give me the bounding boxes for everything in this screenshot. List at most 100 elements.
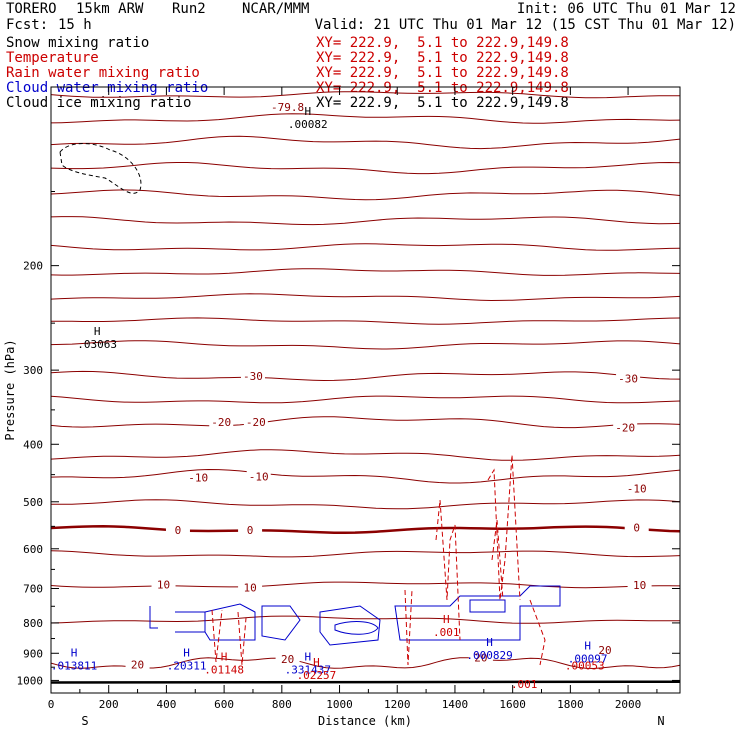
- snow-mixing-contour: [59, 143, 142, 194]
- temperature-contour: [50, 135, 681, 150]
- x-tick-label: 1000: [326, 698, 353, 711]
- cloud-water-contour: [334, 621, 379, 635]
- x-axis-label: Distance (km): [318, 714, 412, 728]
- temperature-label: 20: [281, 653, 294, 666]
- rain-water-contour: [211, 609, 223, 663]
- temperature-contour-low: [50, 657, 681, 670]
- cloud-water-contour: [394, 585, 561, 641]
- temperature-label-bg: [592, 643, 617, 656]
- extremum-mark: H: [584, 640, 591, 653]
- rain-water-contour: [435, 499, 461, 641]
- y-axis-label: Pressure (hPa): [3, 339, 17, 440]
- temperature-contour: [50, 268, 681, 276]
- legend-rain-name: Rain water mixing ratio: [6, 65, 200, 81]
- x-tick-label: 1200: [384, 698, 411, 711]
- x-tick-label: 1400: [442, 698, 469, 711]
- legend-rain-xy: XY= 222.9, 5.1 to 222.9,149.8: [316, 65, 569, 81]
- temperature-label-bg: [238, 524, 263, 537]
- legend-cloud-ice-xy: XY= 222.9, 5.1 to 222.9,149.8: [316, 95, 569, 111]
- temperature-label: 0: [175, 524, 182, 537]
- extremum-value: .00053: [565, 659, 605, 672]
- temperature-label-bg: [275, 652, 300, 665]
- temperature-label-bg: [627, 578, 652, 591]
- legend-cloud-water-name: Cloud water mixing ratio: [6, 80, 209, 96]
- valid-time: Valid: 21 UTC Thu 01 Mar 12 (15 CST Thu …: [314, 17, 736, 33]
- temperature-label: 10: [633, 579, 646, 592]
- temperature-contour: [50, 615, 681, 624]
- temperature-label: -10: [188, 471, 208, 484]
- legend-cloud-ice-name: Cloud ice mixing ratio: [6, 95, 192, 111]
- x-tick-label: 0: [48, 698, 55, 711]
- extremum-value: .001: [511, 678, 538, 691]
- rain-water-contour: [491, 519, 504, 601]
- endpoint-north: N: [657, 714, 664, 728]
- extremum-mark: H: [221, 651, 228, 664]
- model-resolution: 15km ARW: [76, 1, 144, 17]
- legend-snow-name: Snow mixing ratio: [6, 35, 150, 51]
- temperature-contour: [50, 243, 681, 251]
- temperature-contour: [50, 189, 681, 201]
- plot-frame: [50, 86, 681, 694]
- temperature-label-bg: [613, 421, 638, 434]
- extremum-value: .02257: [297, 669, 337, 682]
- temperature-label-bg: [243, 416, 268, 429]
- temperature-contour: [51, 317, 681, 325]
- cloud-water-contour: [204, 603, 256, 641]
- x-tick-label: 1600: [499, 698, 526, 711]
- temperature-label: -10: [627, 483, 647, 496]
- temperature-label: -20: [211, 416, 231, 429]
- temperature-label: -20: [246, 416, 266, 429]
- cloud-water-contour: [261, 605, 301, 641]
- temperature-label-bg: [186, 471, 211, 484]
- extremum-mark: H: [94, 325, 101, 338]
- extremum-value: .000829: [466, 649, 512, 662]
- cloud-water-contour: [149, 606, 206, 633]
- legend-temperature-xy: XY= 222.9, 5.1 to 222.9,149.8: [316, 50, 569, 66]
- y-tick-label: 400: [23, 438, 43, 451]
- temperature-label: -10: [249, 470, 269, 483]
- temperature-label-bg: [125, 658, 150, 671]
- temperature-contour: [50, 113, 681, 124]
- temperature-label: -30: [243, 370, 263, 383]
- temperature-label-bg: [151, 578, 176, 591]
- temperature-contour: [50, 581, 681, 589]
- x-tick-label: 600: [214, 698, 234, 711]
- temperature-label-bg: [275, 100, 300, 113]
- y-tick-label: 300: [23, 364, 43, 377]
- temperature-contour: [50, 395, 681, 404]
- extremum-value: .331437: [285, 664, 331, 677]
- temperature-label-bg: [238, 581, 263, 594]
- contour-layer: [50, 91, 681, 684]
- extremum-value: .001: [433, 626, 460, 639]
- y-tick-label: 200: [23, 260, 43, 273]
- extremum-value: .00082: [288, 118, 328, 131]
- temperature-label: -20: [615, 422, 635, 435]
- temperature-label: 20: [598, 644, 611, 657]
- y-tick-label: 600: [23, 543, 43, 556]
- temperature-label: -79.8: [271, 101, 304, 114]
- extremum-value: .01148: [204, 664, 244, 677]
- temperature-contour: [50, 370, 681, 382]
- temperature-label-bg: [468, 651, 493, 664]
- temperature-label-bg: [165, 524, 190, 537]
- temperature-label-bg: [246, 470, 271, 483]
- temperature-label: 20: [131, 658, 144, 671]
- model-org: NCAR/MMM: [242, 1, 310, 17]
- temperature-label-bg: [624, 482, 649, 495]
- y-tick-label: 500: [23, 496, 43, 509]
- y-tick-label: 1000: [17, 674, 44, 687]
- extremum-value: .03063: [77, 338, 117, 351]
- temperature-label-bg: [616, 372, 641, 385]
- y-tick-label: 800: [23, 617, 43, 630]
- temperature-label-bg: [209, 416, 234, 429]
- init-time: Init: 06 UTC Thu 01 Mar 12: [516, 1, 736, 17]
- temperature-contour: [50, 91, 681, 99]
- y-tick-label: 700: [23, 583, 43, 596]
- x-tick-label: 200: [99, 698, 119, 711]
- temperature-label: 10: [243, 581, 256, 594]
- temperature-label: -30: [618, 373, 638, 386]
- ground-surface-line: [50, 680, 681, 684]
- temperature-label-bg: [240, 370, 265, 383]
- extremum-value: .20311: [167, 659, 207, 672]
